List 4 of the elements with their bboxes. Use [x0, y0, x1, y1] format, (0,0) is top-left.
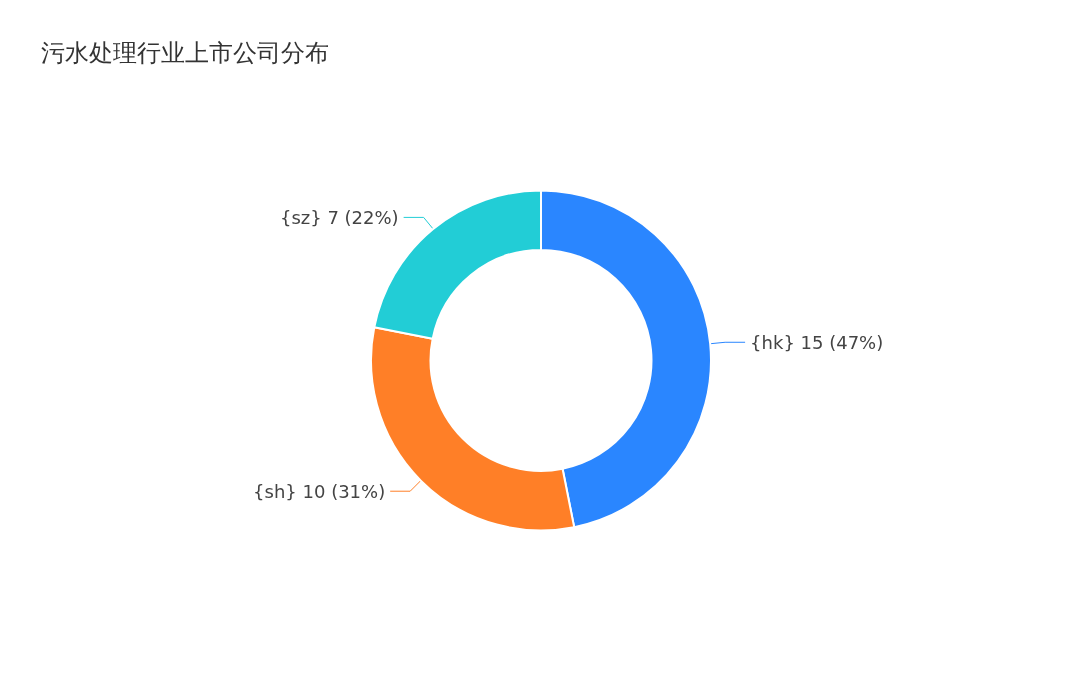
slice-label: {sh} 10 (31%) — [253, 480, 386, 502]
chart-title: 污水处理行业上市公司分布 — [41, 39, 329, 67]
slice-label: {hk} 15 (47%) — [750, 331, 884, 353]
slice-label: {sz} 7 (22%) — [279, 206, 399, 228]
